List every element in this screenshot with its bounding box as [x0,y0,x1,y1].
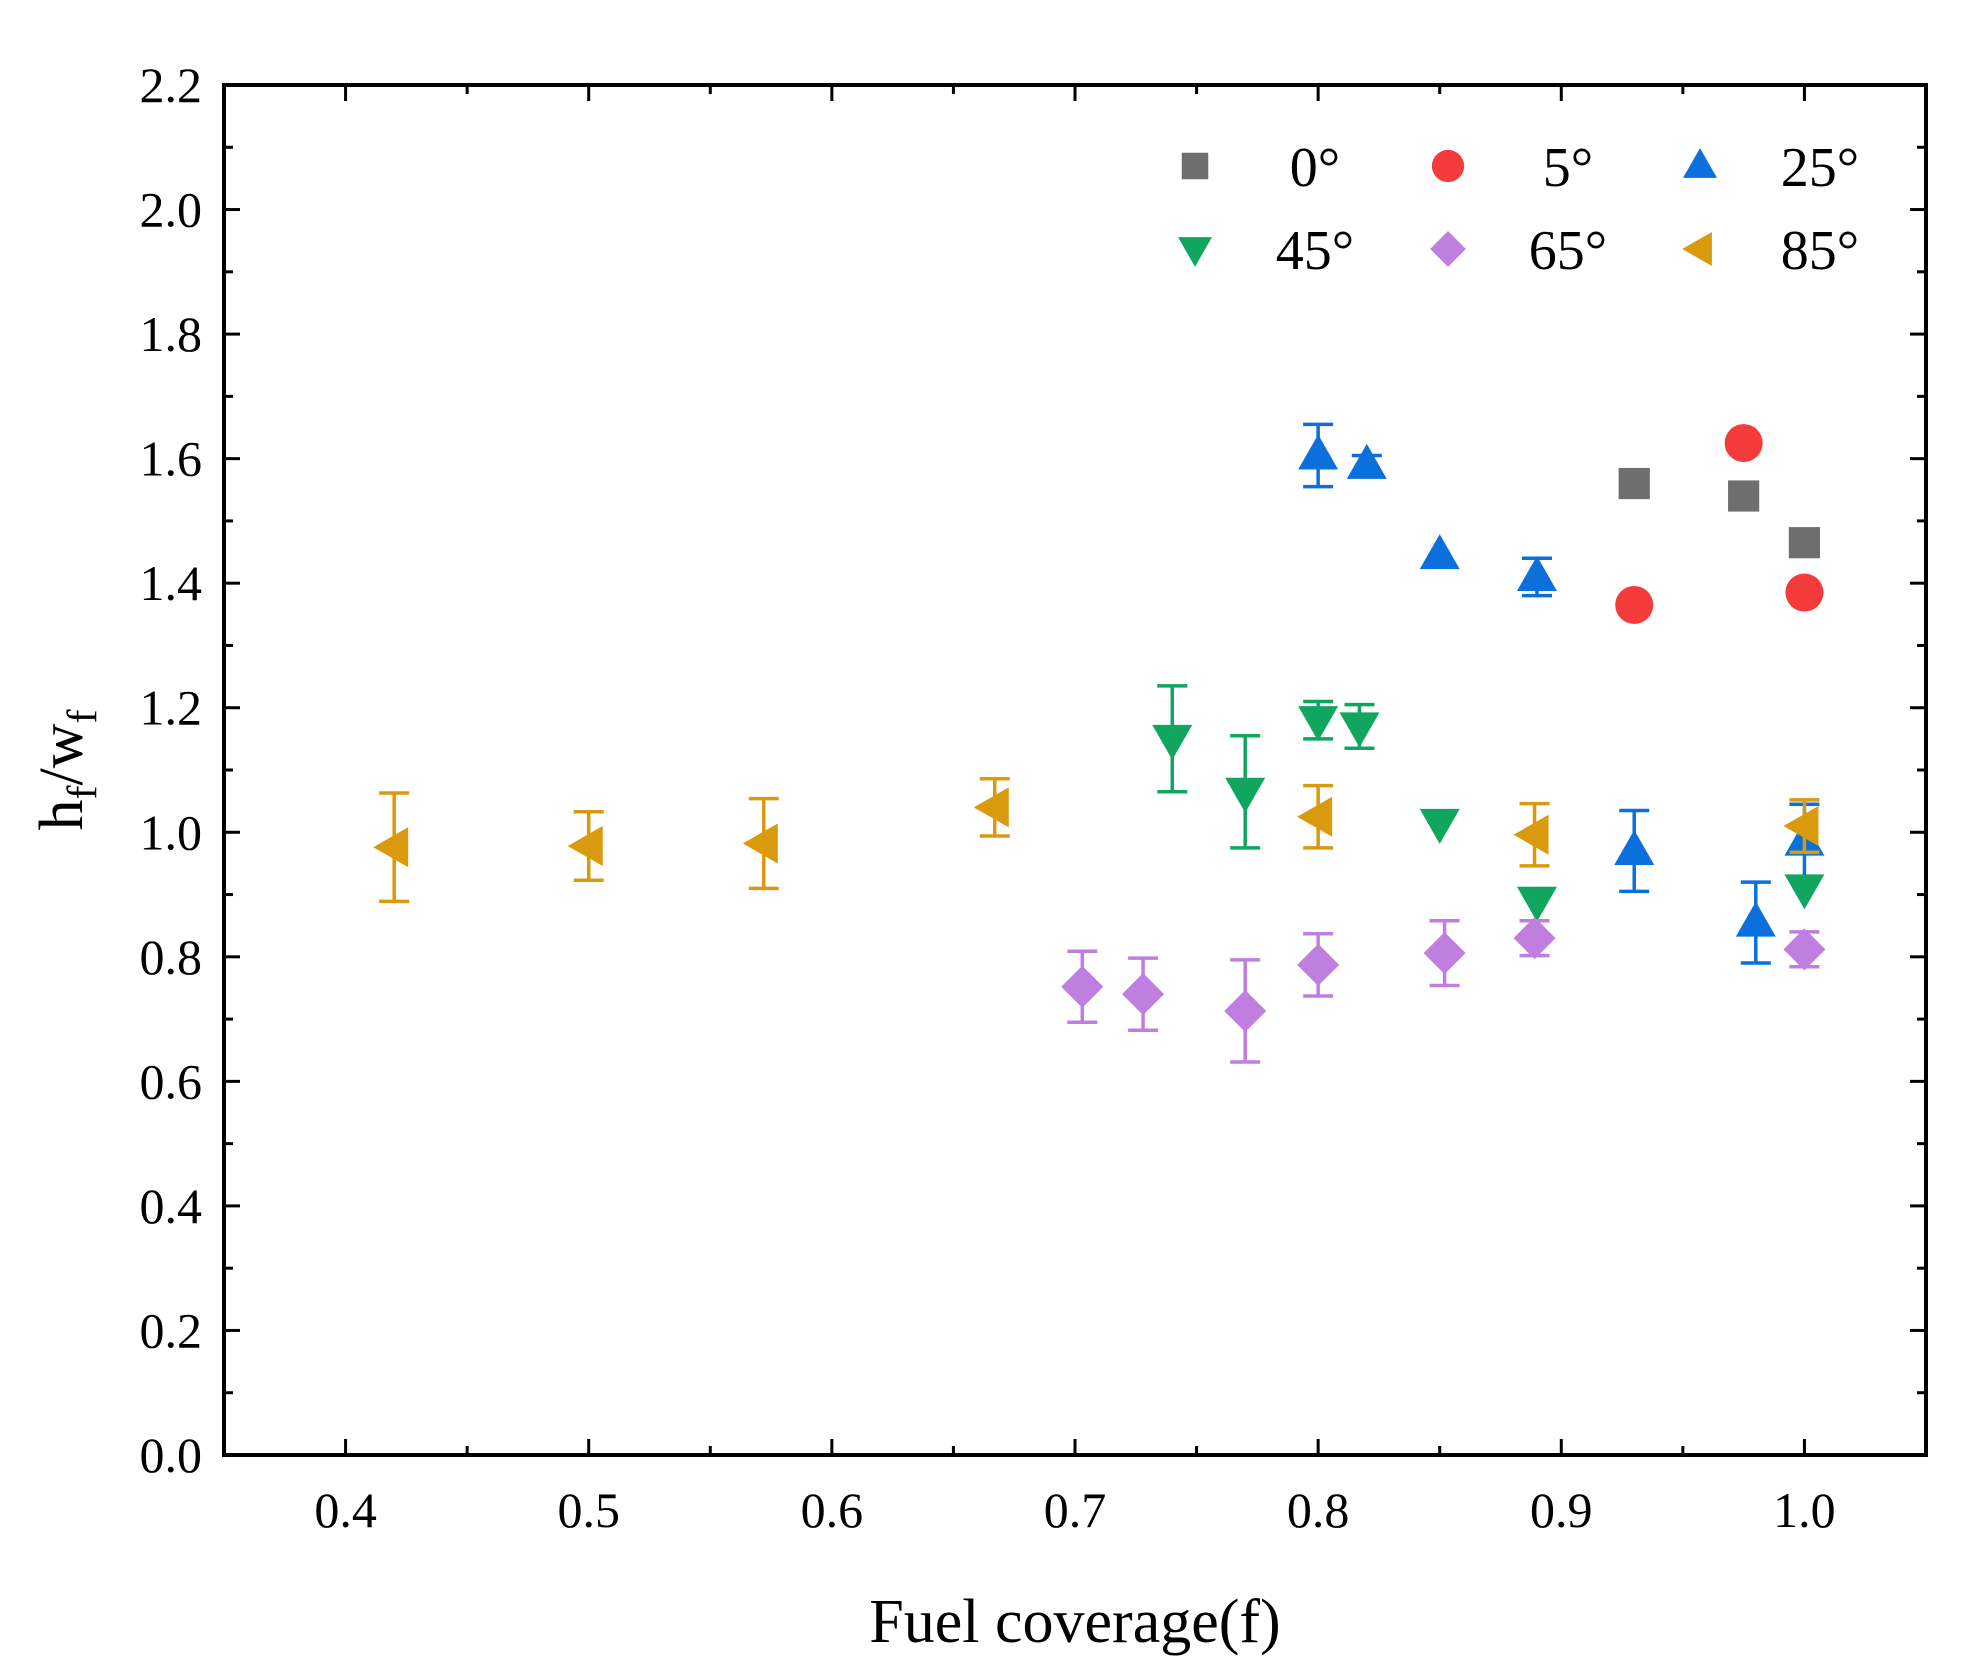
data-point [1615,585,1654,624]
data-point [1297,943,1340,986]
x-tick-label: 0.9 [1530,1482,1593,1538]
data-point [1225,777,1266,813]
y-tick-label: 0.0 [140,1427,203,1483]
legend-marker [1430,231,1466,267]
x-axis-title: Fuel coverage(f) [869,1588,1280,1656]
y-tick-label: 0.8 [140,929,203,985]
data-point [1724,424,1763,463]
legend-marker [1431,149,1465,183]
y-axis-title-w: w [28,723,96,768]
data-point [1735,901,1776,937]
data-point [1346,443,1387,479]
y-axis-title: hf/wf [28,709,106,830]
legend-marker [1178,237,1212,267]
legend-label: 25° [1781,137,1859,199]
legend-item: 45° [1178,220,1354,282]
data-point [1783,928,1826,971]
data-point [1297,796,1333,837]
data-point [1513,917,1556,960]
x-tick-label: 0.6 [801,1482,864,1538]
y-axis-title-slash: / [28,768,96,786]
legend-marker [1682,232,1712,266]
legend-item: 0° [1181,137,1340,199]
y-tick-label: 2.2 [140,57,203,113]
legend-item: 85° [1682,220,1859,282]
data-point [1785,573,1824,612]
y-tick-label: 0.2 [140,1302,203,1358]
legend-label: 5° [1543,137,1593,199]
data-point [1122,973,1165,1016]
series-4 [1061,917,1826,1064]
data-point [1513,814,1549,855]
legend-item: 5° [1431,137,1593,199]
x-tick-label: 0.4 [314,1482,377,1538]
y-tick-label: 0.4 [140,1178,203,1234]
data-point [1788,527,1821,559]
x-tick-label: 0.7 [1044,1482,1107,1538]
legend: 0° 5° 25° 45° 65° 85° [1178,137,1859,282]
legend-item: 25° [1683,137,1859,199]
y-tick-label: 1.8 [140,306,203,362]
plot-marks [373,422,1826,1064]
data-point [1298,434,1339,470]
legend-item: 65° [1430,220,1607,282]
data-point [1423,932,1466,975]
data-point [1419,808,1460,844]
y-tick-label: 2.0 [140,182,203,238]
legend-label: 65° [1529,220,1607,282]
y-axis-title-h: h [28,800,96,831]
legend-marker [1181,152,1209,180]
data-point [567,825,603,866]
data-point [1419,534,1460,570]
x-tick-label: 0.8 [1287,1482,1350,1538]
y-axis-title-sub1: f [60,786,106,800]
axis-ticks: 0.4 0.5 0.6 0.7 0.8 0.9 1.0 0.0 0.2 0.4 0.6 0.8 1.0 1… [140,57,1928,1538]
x-tick-label: 0.5 [557,1482,620,1538]
series-0 [1618,467,1821,559]
series-1 [1615,424,1824,624]
series-5 [373,776,1820,904]
legend-label: 85° [1781,220,1859,282]
data-point [373,827,409,868]
y-tick-label: 1.0 [140,804,203,860]
data-point [973,787,1009,828]
legend-label: 45° [1276,220,1354,282]
legend-marker [1683,148,1717,178]
data-point [1618,467,1650,500]
data-point [1784,874,1825,910]
data-point [1224,989,1267,1032]
y-tick-label: 0.6 [140,1053,203,1109]
y-tick-label: 1.2 [140,680,203,736]
data-point [1516,886,1557,922]
y-tick-label: 1.6 [140,431,203,487]
y-axis-title-sub2: f [60,709,106,723]
y-tick-label: 1.4 [140,555,203,611]
data-point [1152,724,1193,760]
data-point [1061,965,1104,1008]
data-point [1516,555,1557,591]
data-point [1728,480,1760,512]
x-tick-label: 1.0 [1773,1482,1836,1538]
data-point [1339,712,1380,748]
data-point [742,823,778,864]
legend-label: 0° [1290,137,1340,199]
data-point [1614,829,1655,865]
data-point [1783,806,1819,847]
series-3 [1152,684,1825,922]
data-point [1298,706,1339,742]
